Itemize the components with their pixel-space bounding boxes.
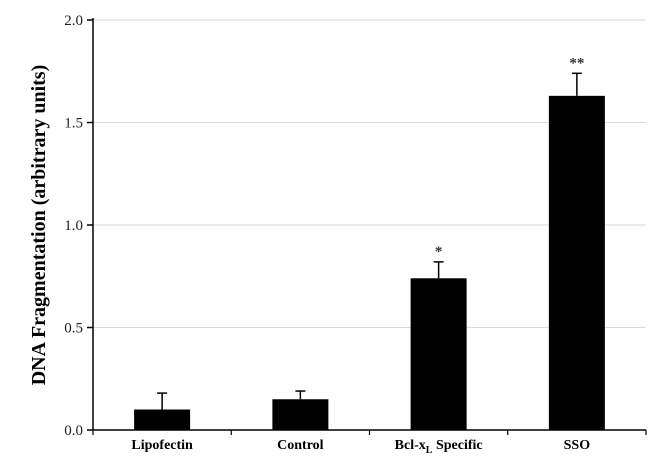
bar [134, 409, 191, 430]
y-axis-title: DNA Fragmentation (arbitrary units) [28, 65, 50, 386]
y-tick-label: 1.5 [64, 116, 83, 132]
bar [410, 278, 467, 430]
y-tick-label: 0.0 [64, 423, 83, 439]
category-label: Control [277, 438, 324, 453]
category-label: SSO [564, 438, 591, 453]
bar [548, 95, 605, 430]
y-tick-label: 0.5 [64, 321, 83, 337]
category-label: Bcl-xL Specific [395, 438, 483, 456]
significance-marker: * [435, 244, 443, 260]
bar [272, 399, 329, 430]
significance-marker: ** [569, 55, 584, 71]
category-label: Lipofectin [131, 438, 193, 453]
y-tick-label: 1.0 [64, 218, 83, 234]
axes: Lipofectin Control Bcl-xL Specific SSO 0.0 0.… [64, 13, 647, 456]
y-tick-label: 2.0 [64, 13, 83, 29]
bars: *** [134, 55, 605, 430]
